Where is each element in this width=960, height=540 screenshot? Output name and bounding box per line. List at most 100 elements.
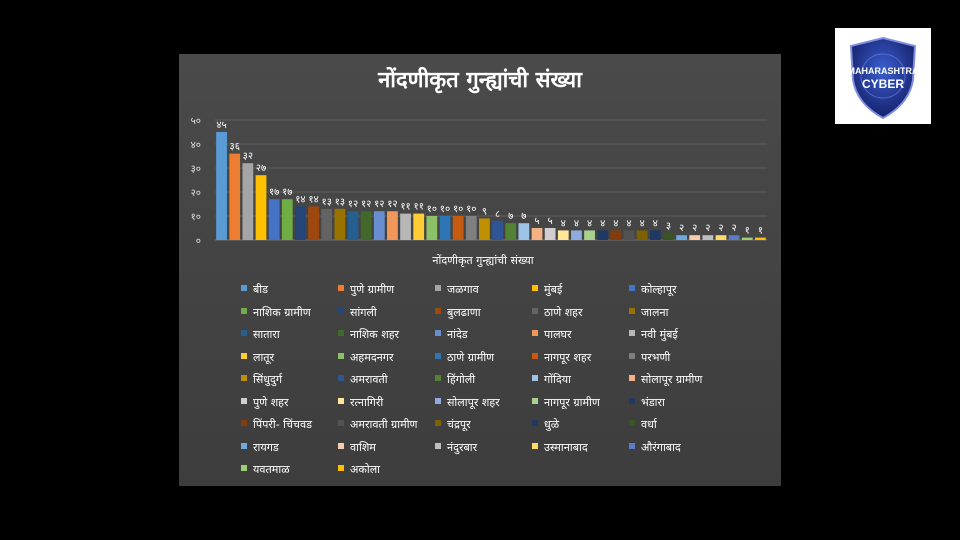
bar [636, 230, 648, 240]
data-label: ४ [600, 218, 605, 229]
legend-item: अमरावती ग्रामीण [338, 417, 418, 433]
legend-item: अहमदनगर [338, 350, 393, 366]
data-label: १७ [269, 187, 279, 198]
legend-item: उस्मानाबाद [532, 440, 588, 456]
y-tick-label: २० [191, 188, 201, 199]
bar [610, 230, 622, 240]
legend-swatch [435, 285, 441, 291]
legend-item: हिंगोली [435, 372, 475, 388]
bar [268, 199, 280, 240]
legend-label: रत्नागिरी [350, 395, 384, 409]
legend-label: नाशिक शहर [350, 328, 400, 341]
bar [676, 235, 687, 240]
maharashtra-cyber-logo: MAHARASHTRA CYBER [835, 28, 931, 124]
legend-item: पुणे शहर [241, 395, 289, 411]
legend-label: नवी मुंबई [641, 328, 678, 341]
data-label: १२ [361, 199, 371, 210]
legend-swatch [338, 352, 344, 359]
data-label: ९ [482, 206, 487, 217]
x-axis-label: नोंदणीकृत गुन्ह्यांची संख्या [432, 254, 533, 267]
bar [728, 235, 740, 240]
data-label: ४ [613, 218, 618, 229]
legend-label: वाशिम [350, 440, 376, 454]
data-label: १४ [308, 194, 318, 205]
legend-swatch [532, 420, 538, 426]
legend-label: अहमदनगर [350, 350, 394, 364]
legend-item: मुंबई [532, 282, 562, 298]
legend-label: अमरावती [350, 373, 388, 386]
legend-swatch [435, 420, 441, 426]
data-label: १ [758, 226, 763, 237]
legend-label: सांगली [350, 305, 377, 319]
data-label: ४ [653, 218, 658, 229]
legend-label: औरंगाबाद [641, 440, 681, 454]
legend-swatch [338, 307, 344, 314]
y-tick-label: ३० [191, 164, 201, 175]
legend-label: नागपूर ग्रामीण [544, 395, 600, 409]
legend-item: नांदेड [435, 327, 468, 343]
legend-item: नाशिक ग्रामीण [241, 305, 311, 321]
legend-item: भंडारा [629, 395, 665, 411]
legend-label: ठाणे ग्रामीण [447, 350, 495, 364]
bar [544, 228, 556, 240]
legend-item: जालना [629, 305, 668, 321]
data-label: २ [692, 223, 697, 234]
legend-label: सोलापूर शहर [447, 395, 500, 409]
legend-item: ठाणे शहर [532, 305, 583, 321]
data-label: १४ [295, 194, 305, 205]
legend-label: पिंपरी- चिंचवड [253, 418, 312, 431]
bar [426, 216, 438, 240]
legend-label: चंद्रपूर [447, 418, 471, 431]
legend-label: वर्धा [641, 418, 657, 431]
legend-label: जालना [641, 305, 669, 319]
legend-item: सोलापूर शहर [435, 395, 500, 411]
legend-swatch [629, 397, 635, 404]
legend-swatch [241, 442, 247, 449]
legend-item: रत्नागिरी [338, 395, 383, 411]
data-label: २ [679, 223, 684, 234]
data-label: १० [453, 204, 463, 215]
data-label: ८ [495, 209, 500, 220]
bar [492, 220, 503, 240]
legend-swatch [241, 420, 247, 426]
legend-label: लातूर [253, 350, 275, 364]
legend-label: पुणे शहर [253, 395, 289, 409]
legend-label: हिंगोली [447, 373, 476, 386]
legend-label: नांदेड [447, 328, 468, 341]
legend-item: औरंगाबाद [629, 440, 681, 456]
bar [452, 216, 464, 240]
legend-item: चंद्रपूर [435, 417, 471, 433]
legend-item: जळगाव [435, 282, 479, 298]
logo-text-line1: MAHARASHTRA [848, 66, 919, 76]
legend-swatch [532, 307, 538, 314]
data-label: १२ [374, 199, 384, 210]
y-tick-label: ४० [191, 140, 201, 151]
y-tick-label: ० [196, 236, 201, 247]
legend-swatch [241, 285, 247, 291]
legend-item: पालघर [532, 327, 572, 343]
legend-swatch [629, 307, 635, 314]
bar [413, 213, 425, 240]
legend-label: सोलापूर ग्रामीण [641, 373, 703, 386]
bar [755, 237, 766, 240]
data-label: २ [718, 223, 723, 234]
legend-item: सिंधुदुर्ग [241, 372, 282, 388]
data-label: १२ [348, 199, 358, 210]
legend-label: मुंबई [544, 283, 563, 296]
legend-label: अमरावती ग्रामीण [350, 418, 418, 431]
shield-icon: MAHARASHTRA CYBER [848, 36, 919, 120]
bar [649, 230, 661, 240]
legend-item: लातूर [241, 350, 274, 366]
bar [715, 235, 727, 240]
bar [465, 216, 477, 240]
data-label: १० [466, 204, 476, 215]
bar [360, 211, 372, 240]
data-label: ४ [587, 218, 592, 229]
bar [571, 230, 582, 240]
bar [557, 230, 569, 240]
legend-item: कोल्हापूर [629, 282, 676, 298]
legend-swatch [338, 375, 344, 381]
legend-item: गोंदिया [532, 372, 571, 388]
legend-item: नवी मुंबई [629, 327, 678, 343]
